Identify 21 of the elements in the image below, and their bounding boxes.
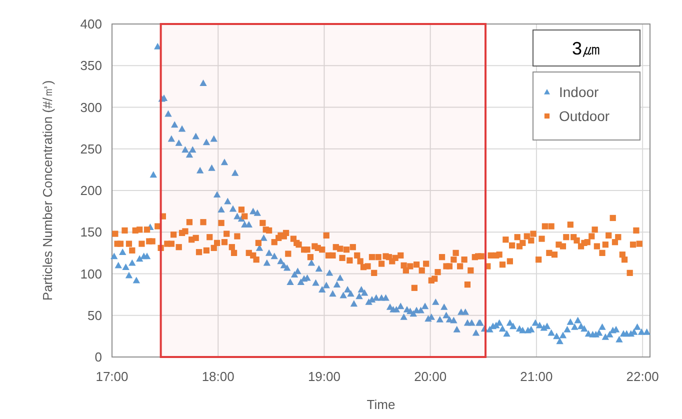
legend-label: Indoor: [559, 84, 600, 100]
y-tick-label: 150: [80, 224, 102, 240]
y-axis-title: Particles Number Concentration (#/㎥): [40, 80, 55, 301]
y-tick-label: 250: [80, 141, 102, 156]
x-tick-label: 22:00: [626, 369, 659, 384]
x-tick-label: 17:00: [96, 369, 128, 384]
y-tick-label: 200: [80, 183, 102, 198]
legend-title-box: 3㎛: [532, 30, 640, 66]
y-tick-label: 300: [80, 100, 102, 115]
y-tick-label: 400: [80, 16, 102, 32]
y-tick-label: 0: [94, 350, 102, 365]
y-tick-label: 100: [80, 266, 102, 282]
legend-label: Outdoor: [559, 108, 610, 124]
x-axis-title: Time: [366, 397, 396, 412]
legend-title: 3㎛: [572, 38, 600, 58]
y-tick-label: 50: [88, 308, 102, 323]
x-tick-label: 19:00: [308, 369, 340, 384]
y-tick-label: 350: [80, 58, 102, 74]
x-tick-label: 18:00: [202, 369, 234, 384]
x-tick-label: 20:00: [414, 369, 447, 384]
x-tick-label: 21:00: [520, 369, 553, 384]
